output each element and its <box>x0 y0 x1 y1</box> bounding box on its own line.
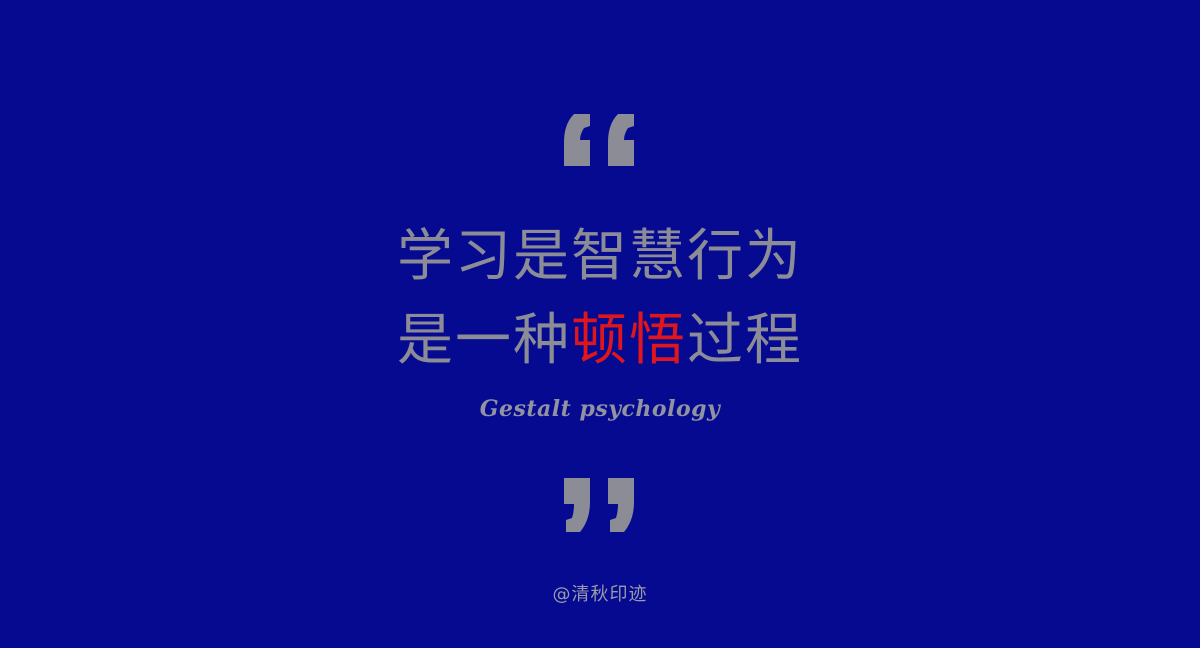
headline-highlight: 顿悟 <box>571 308 687 373</box>
open-quote-icon <box>560 114 640 168</box>
headline-line-2-end: 过程 <box>687 308 803 373</box>
close-quote-icon <box>560 478 640 532</box>
subtitle: Gestalt psychology <box>479 396 721 422</box>
headline-line-2: 是一种顿悟过程 <box>0 306 1200 376</box>
headline-line-2-start: 是一种 <box>397 308 571 373</box>
headline-line-1: 学习是智慧行为 <box>397 224 803 289</box>
author-credit: @清秋印迹 <box>552 584 648 605</box>
